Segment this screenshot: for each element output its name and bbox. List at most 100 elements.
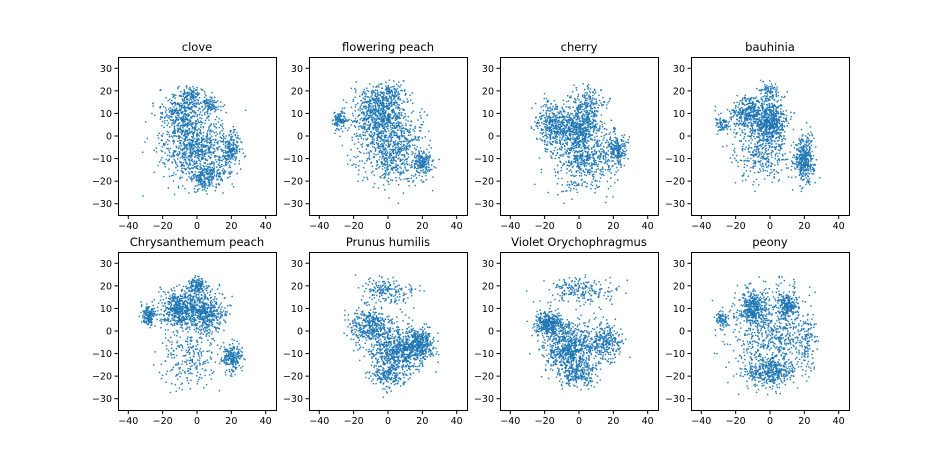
scatter-point [414, 135, 416, 138]
scatter-point [357, 138, 359, 140]
scatter-point [212, 105, 214, 107]
scatter-point [194, 140, 197, 143]
scatter-point [588, 119, 590, 122]
scatter-point [223, 155, 226, 157]
scatter-point [164, 116, 167, 118]
scatter-point [377, 115, 379, 118]
scatter-point [206, 105, 209, 107]
scatter-point [236, 131, 238, 134]
scatter-point [229, 164, 231, 167]
scatter-point [419, 115, 422, 117]
scatter-point [423, 160, 425, 162]
scatter-point [605, 153, 607, 156]
scatter-point [362, 123, 365, 125]
scatter-point [545, 122, 548, 124]
scatter-point [243, 156, 246, 158]
scatter-point [216, 171, 218, 173]
scatter-point [235, 158, 237, 160]
scatter-point [176, 129, 179, 132]
scatter-point [214, 106, 216, 108]
scatter-point [385, 105, 388, 107]
scatter-point [334, 114, 337, 117]
scatter-point [167, 187, 169, 189]
scatter-point [379, 83, 382, 85]
scatter-point [377, 112, 380, 114]
scatter-point [555, 105, 557, 108]
scatter-point [197, 142, 199, 144]
scatter-point [184, 116, 187, 118]
scatter-point [404, 89, 406, 91]
scatter-point [182, 165, 184, 167]
scatter-point [372, 113, 375, 115]
scatter-point [624, 150, 626, 153]
scatter-point [194, 155, 196, 158]
scatter-point [187, 121, 189, 124]
scatter-point [184, 119, 186, 121]
scatter-point [607, 187, 610, 190]
scatter-point [184, 131, 186, 133]
scatter-point [190, 123, 193, 126]
scatter-point [597, 143, 599, 145]
scatter-point [174, 119, 177, 121]
scatter-point [395, 89, 397, 91]
scatter-point [623, 157, 625, 159]
scatter-point [380, 109, 382, 111]
scatter-point [586, 141, 588, 143]
scatter-point [395, 112, 397, 115]
scatter-point [218, 175, 220, 177]
scatter-point [181, 104, 184, 106]
scatter-point [197, 150, 199, 153]
scatter-point [620, 147, 622, 149]
scatter-point [398, 125, 401, 127]
scatter-point [229, 175, 231, 178]
scatter-point [356, 147, 359, 150]
scatter-point [376, 135, 379, 137]
scatter-point [580, 172, 583, 175]
scatter-point [428, 164, 430, 166]
scatter-point [221, 130, 223, 132]
scatter-point [608, 166, 610, 168]
scatter-point [586, 115, 588, 118]
scatter-point [230, 171, 232, 173]
scatter-point [428, 130, 430, 133]
scatter-point [339, 135, 341, 138]
scatter-point [390, 134, 393, 136]
scatter-point [595, 132, 597, 134]
scatter-point [576, 141, 578, 143]
scatter-point [423, 111, 426, 113]
scatter-point [388, 157, 390, 159]
scatter-point [403, 155, 405, 157]
scatter-point [205, 139, 207, 142]
scatter-point [399, 117, 402, 120]
scatter-point [223, 104, 226, 106]
scatter-point [571, 198, 573, 200]
scatter-point [397, 145, 400, 148]
scatter-point [378, 158, 380, 161]
scatter-point [201, 171, 203, 173]
scatter-point [551, 112, 553, 114]
scatter-point [539, 138, 541, 140]
scatter-point [209, 137, 211, 140]
scatter-point [192, 148, 194, 151]
scatter-point [378, 118, 381, 121]
scatter-point [386, 140, 388, 143]
scatter-point [572, 136, 574, 138]
scatter-point [389, 156, 392, 158]
scatter-point [413, 165, 416, 167]
scatter-point [186, 148, 188, 150]
scatter-point [235, 147, 237, 149]
scatter-point [205, 98, 208, 100]
scatter-point [386, 154, 388, 157]
scatter-point [592, 156, 594, 159]
scatter-point [601, 124, 603, 126]
scatter-point [336, 116, 338, 118]
scatter-point [384, 96, 387, 99]
scatter-point [205, 146, 207, 148]
scatter-point [224, 145, 227, 147]
scatter-point [336, 124, 338, 126]
scatter-point [204, 100, 206, 102]
scatter-point [415, 136, 417, 138]
scatter-point [179, 128, 181, 130]
scatter-point [582, 128, 584, 130]
scatter-point [423, 158, 425, 161]
